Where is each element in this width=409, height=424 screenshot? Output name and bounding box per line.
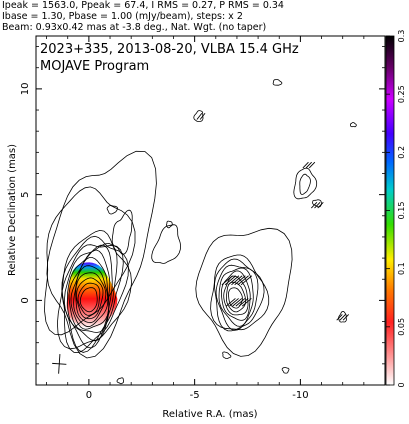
x-tick-label: -10: [292, 390, 308, 401]
x-tick-label: 0: [86, 390, 92, 401]
polarization-tick: [241, 298, 252, 307]
polarization-tick: [237, 275, 249, 286]
polarization-tick: [302, 161, 309, 169]
polarization-tick: [336, 314, 343, 321]
core-contour: [70, 257, 110, 330]
polarization-tick: [234, 275, 246, 286]
polarization-tick: [231, 275, 243, 286]
beam-minor-axis: [52, 362, 67, 365]
secondary-contour: [210, 254, 270, 331]
colorbar-tick-label: 0.3: [397, 30, 406, 43]
noise-contour: [116, 377, 124, 385]
x-axis-label: Relative R.A. (mas): [162, 409, 257, 420]
jet-contour: [151, 224, 182, 264]
chart-title: 2023+335, 2013-08-20, VLBA 15.4 GHz: [40, 42, 299, 57]
secondary-outer-contour: [195, 227, 293, 357]
core-contour: [67, 244, 113, 342]
core-contour: [64, 242, 118, 349]
polarization-tick: [311, 202, 318, 209]
core-contour: [76, 277, 104, 320]
y-axis-label: Relative Declination (mas): [7, 144, 18, 276]
polarization-tick: [232, 298, 243, 307]
secondary-contour: [220, 270, 251, 321]
noise-contours: [106, 79, 357, 385]
core-contour: [73, 265, 109, 328]
jet-contour: [111, 209, 133, 255]
secondary-contour: [214, 258, 265, 332]
secondary-contour: [218, 267, 254, 327]
colorbar-tick-label: 0.05: [397, 318, 406, 336]
polarization-tick: [238, 298, 249, 307]
polarization-tick: [305, 161, 312, 169]
beam-marker: [52, 354, 67, 374]
noise-contour: [350, 122, 357, 128]
polarization-tick: [314, 202, 321, 209]
colorbar-tick-label: 0.15: [397, 202, 406, 220]
noise-contour: [272, 79, 283, 86]
colorbar-tick-label: 0: [397, 382, 406, 387]
secondary-contour: [215, 264, 259, 331]
core-contour: [61, 235, 129, 354]
x-tick-label: -5: [190, 390, 200, 401]
polarization-tick: [308, 161, 316, 169]
x-ticks: 0 -5 -10: [46, 36, 386, 401]
y-tick-label: 10: [20, 83, 31, 96]
colorbar-ticks: 0 0.05 0.1 0.15 0.2 0.25 0.3: [386, 30, 406, 388]
y-tick-label: 5: [20, 191, 31, 197]
core-outer-contour: [46, 150, 157, 359]
polarization-tick: [227, 275, 240, 286]
noise-contour: [106, 204, 118, 215]
chart-subtitle: MOJAVE Program: [40, 59, 149, 74]
core-contour: [75, 272, 107, 324]
plot-area: [44, 79, 357, 385]
polarization-tick: [240, 275, 253, 286]
colorbar-tick-label: 0.1: [397, 262, 406, 275]
secondary-contour: [225, 281, 247, 313]
header-line-3: Beam: 0.93x0.42 mas at -3.8 deg., Nat. W…: [2, 22, 266, 33]
core-contour: [79, 287, 98, 313]
colorbar-tick-label: 0.25: [397, 85, 406, 103]
core-contour: [68, 249, 111, 333]
polarization-tick: [196, 112, 203, 120]
polarization-tick: [339, 314, 346, 321]
noise-contour: [338, 311, 347, 323]
polarization-tick: [199, 112, 206, 120]
polarization-tick: [221, 275, 233, 286]
polarization-tick: [235, 298, 246, 307]
polarization-tick: [229, 298, 239, 307]
noise-contour: [281, 367, 290, 374]
jet-contour: [293, 167, 318, 200]
y-tick-label: 0: [20, 297, 31, 303]
polarization-hatching: [196, 112, 350, 321]
noise-contour: [193, 110, 204, 122]
header-line-2: Ibase = 1.30, Pbase = 1.00 (mJy/beam), s…: [2, 11, 243, 22]
colorbar-tick-label: 0.2: [397, 146, 406, 159]
polarization-tick: [342, 314, 350, 321]
noise-contour: [222, 351, 232, 359]
plot-frame: [35, 35, 386, 386]
jet-contour: [299, 173, 311, 195]
noise-contour: [166, 220, 173, 229]
polarization-tick: [225, 298, 236, 307]
header-line-1: Ipeak = 1563.0, Ppeak = 67.4, I RMS = 0.…: [2, 0, 284, 11]
polarization-tick: [224, 275, 237, 286]
polarization-tick: [317, 202, 324, 209]
y-ticks: 0 5 10: [20, 46, 385, 386]
